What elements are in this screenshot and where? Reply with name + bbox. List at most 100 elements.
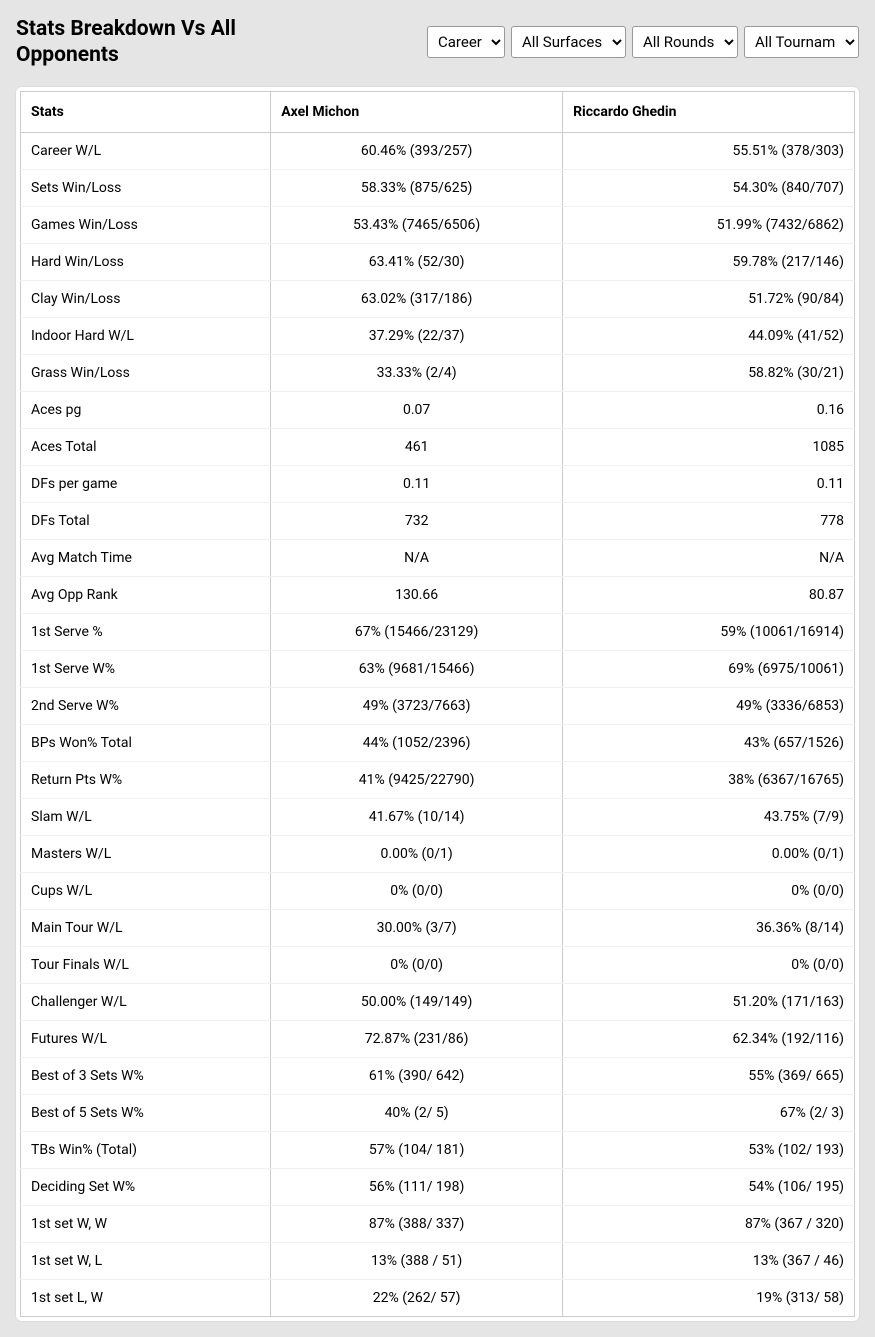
table-row: BPs Won% Total44% (1052/2396)43% (657/15… [21, 724, 855, 761]
table-row: 1st Serve %67% (15466/23129)59% (10061/1… [21, 613, 855, 650]
stat-label: Best of 5 Sets W% [21, 1094, 271, 1131]
page-title: Stats Breakdown Vs All Opponents [16, 16, 316, 69]
player1-value: 57% (104/ 181) [271, 1131, 563, 1168]
player2-value: 53% (102/ 193) [563, 1131, 855, 1168]
stat-label: Main Tour W/L [21, 909, 271, 946]
tournaments-select[interactable]: All Tournaments [744, 26, 859, 58]
player2-value: 62.34% (192/116) [563, 1020, 855, 1057]
table-row: Return Pts W%41% (9425/22790)38% (6367/1… [21, 761, 855, 798]
table-row: 1st set W, W87% (388/ 337)87% (367 / 320… [21, 1205, 855, 1242]
stat-label: 1st Serve W% [21, 650, 271, 687]
player1-value: 60.46% (393/257) [271, 132, 563, 169]
player2-value: 49% (3336/6853) [563, 687, 855, 724]
player1-value: 0% (0/0) [271, 872, 563, 909]
stat-label: TBs Win% (Total) [21, 1131, 271, 1168]
stat-label: Aces Total [21, 428, 271, 465]
table-header-row: Stats Axel Michon Riccardo Ghedin [21, 91, 855, 132]
player2-value: 69% (6975/10061) [563, 650, 855, 687]
table-row: Best of 5 Sets W%40% (2/ 5)67% (2/ 3) [21, 1094, 855, 1131]
stat-label: Avg Match Time [21, 539, 271, 576]
player1-value: N/A [271, 539, 563, 576]
table-row: Indoor Hard W/L37.29% (22/37)44.09% (41/… [21, 317, 855, 354]
player2-value: 55% (369/ 665) [563, 1057, 855, 1094]
stat-label: Return Pts W% [21, 761, 271, 798]
player2-value: 87% (367 / 320) [563, 1205, 855, 1242]
table-row: Grass Win/Loss33.33% (2/4)58.82% (30/21) [21, 354, 855, 391]
player1-value: 72.87% (231/86) [271, 1020, 563, 1057]
player1-value: 0.11 [271, 465, 563, 502]
player1-value: 44% (1052/2396) [271, 724, 563, 761]
player2-value: 0.00% (0/1) [563, 835, 855, 872]
player1-value: 22% (262/ 57) [271, 1279, 563, 1316]
stat-label: Career W/L [21, 132, 271, 169]
player1-value: 0.00% (0/1) [271, 835, 563, 872]
period-select[interactable]: Career [427, 26, 505, 58]
stat-label: Sets Win/Loss [21, 169, 271, 206]
player1-value: 61% (390/ 642) [271, 1057, 563, 1094]
player1-value: 0% (0/0) [271, 946, 563, 983]
player1-value: 49% (3723/7663) [271, 687, 563, 724]
stat-label: 2nd Serve W% [21, 687, 271, 724]
stat-label: Challenger W/L [21, 983, 271, 1020]
table-body: Career W/L60.46% (393/257)55.51% (378/30… [21, 132, 855, 1316]
player1-value: 41% (9425/22790) [271, 761, 563, 798]
filters: Career All Surfaces All Rounds All Tourn… [427, 26, 859, 58]
table-row: Hard Win/Loss63.41% (52/30)59.78% (217/1… [21, 243, 855, 280]
player2-value: 19% (313/ 58) [563, 1279, 855, 1316]
stat-label: 1st set W, W [21, 1205, 271, 1242]
player1-value: 0.07 [271, 391, 563, 428]
col-player2: Riccardo Ghedin [563, 91, 855, 132]
player2-value: 59% (10061/16914) [563, 613, 855, 650]
player1-value: 58.33% (875/625) [271, 169, 563, 206]
stat-label: DFs per game [21, 465, 271, 502]
surface-select[interactable]: All Surfaces [511, 26, 626, 58]
table-row: Cups W/L0% (0/0)0% (0/0) [21, 872, 855, 909]
player2-value: 43% (657/1526) [563, 724, 855, 761]
stat-label: Cups W/L [21, 872, 271, 909]
player2-value: 80.87 [563, 576, 855, 613]
player2-value: 51.72% (90/84) [563, 280, 855, 317]
table-row: Clay Win/Loss63.02% (317/186)51.72% (90/… [21, 280, 855, 317]
stat-label: Aces pg [21, 391, 271, 428]
player2-value: 54% (106/ 195) [563, 1168, 855, 1205]
stat-label: 1st set L, W [21, 1279, 271, 1316]
stat-label: Grass Win/Loss [21, 354, 271, 391]
table-row: Main Tour W/L30.00% (3/7)36.36% (8/14) [21, 909, 855, 946]
player1-value: 30.00% (3/7) [271, 909, 563, 946]
player1-value: 67% (15466/23129) [271, 613, 563, 650]
player1-value: 37.29% (22/37) [271, 317, 563, 354]
player1-value: 130.66 [271, 576, 563, 613]
player2-value: 51.99% (7432/6862) [563, 206, 855, 243]
stat-label: BPs Won% Total [21, 724, 271, 761]
col-player1: Axel Michon [271, 91, 563, 132]
player1-value: 87% (388/ 337) [271, 1205, 563, 1242]
stat-label: Indoor Hard W/L [21, 317, 271, 354]
table-row: Aces pg0.070.16 [21, 391, 855, 428]
table-row: Sets Win/Loss58.33% (875/625)54.30% (840… [21, 169, 855, 206]
player1-value: 13% (388 / 51) [271, 1242, 563, 1279]
table-row: Aces Total4611085 [21, 428, 855, 465]
table-row: 1st set L, W22% (262/ 57)19% (313/ 58) [21, 1279, 855, 1316]
player2-value: 51.20% (171/163) [563, 983, 855, 1020]
table-row: DFs Total732778 [21, 502, 855, 539]
stat-label: Futures W/L [21, 1020, 271, 1057]
player1-value: 50.00% (149/149) [271, 983, 563, 1020]
stat-label: Clay Win/Loss [21, 280, 271, 317]
table-row: 2nd Serve W%49% (3723/7663)49% (3336/685… [21, 687, 855, 724]
player2-value: 778 [563, 502, 855, 539]
table-row: Avg Match TimeN/AN/A [21, 539, 855, 576]
player1-value: 33.33% (2/4) [271, 354, 563, 391]
table-row: 1st set W, L13% (388 / 51)13% (367 / 46) [21, 1242, 855, 1279]
player1-value: 63.41% (52/30) [271, 243, 563, 280]
rounds-select[interactable]: All Rounds [632, 26, 738, 58]
stat-label: 1st Serve % [21, 613, 271, 650]
stat-label: Deciding Set W% [21, 1168, 271, 1205]
stat-label: Hard Win/Loss [21, 243, 271, 280]
table-row: TBs Win% (Total)57% (104/ 181)53% (102/ … [21, 1131, 855, 1168]
player2-value: 43.75% (7/9) [563, 798, 855, 835]
player2-value: 67% (2/ 3) [563, 1094, 855, 1131]
stat-label: Games Win/Loss [21, 206, 271, 243]
stat-label: Best of 3 Sets W% [21, 1057, 271, 1094]
table-row: DFs per game0.110.11 [21, 465, 855, 502]
player2-value: 36.36% (8/14) [563, 909, 855, 946]
